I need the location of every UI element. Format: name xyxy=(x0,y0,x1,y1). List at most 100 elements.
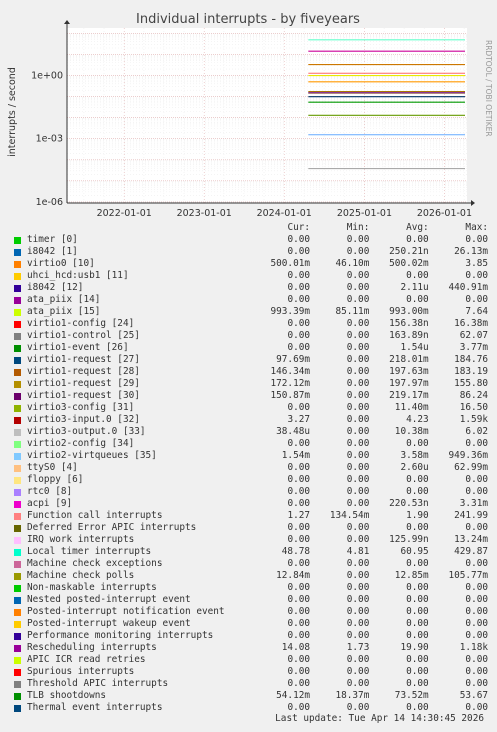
legend-cur-value: 0.00 xyxy=(287,474,311,485)
legend-series-name: Function call interrupts xyxy=(27,510,163,521)
legend-series-name: virtio1-request [27] xyxy=(27,354,140,365)
legend-swatch xyxy=(14,380,21,388)
legend-row: acpi [9] 0.00 0.00 220.53n 3.31m xyxy=(12,498,488,510)
legend-min-value: 0.00 xyxy=(346,402,370,413)
legend-series-name: i8042 [1] xyxy=(27,246,78,257)
y-tick-label: 1e+00 xyxy=(31,70,63,81)
legend-series-name: virtio1-request [28] xyxy=(27,366,140,377)
legend-swatch xyxy=(14,704,21,712)
legend-min-value: 0.00 xyxy=(346,462,370,473)
legend-series-name: virtio0 [10] xyxy=(27,258,95,269)
legend-cur-value: 146.34m xyxy=(270,366,311,377)
legend-swatch xyxy=(14,560,21,568)
legend-row: Posted-interrupt wakeup event 0.00 0.00 0.0… xyxy=(12,618,488,630)
legend-avg-value: 2.11u xyxy=(400,282,429,293)
legend-cur-value: 0.00 xyxy=(287,678,311,689)
legend-swatch xyxy=(14,644,21,652)
legend-row: floppy [6] 0.00 0.00 0.00 0.00 xyxy=(12,474,488,486)
legend-row: TLB shootdowns 54.12m 18.37m 73.52m 53.67 xyxy=(12,690,488,702)
y-tick-label: 1e-03 xyxy=(36,134,63,145)
legend-row: ata_piix [15] 993.39m 85.11m 993.00m 7.64 xyxy=(12,306,488,318)
legend-cur-value: 97.69m xyxy=(276,354,311,365)
x-tick-label: 2025-01-01 xyxy=(337,208,392,219)
legend-avg-value: 60.95 xyxy=(400,546,429,557)
legend-min-value: 0.00 xyxy=(346,498,370,509)
legend-swatch xyxy=(14,488,21,496)
legend-swatch xyxy=(14,368,21,376)
legend-row: virtio1-request [29] 172.12m 0.00 197.97m 15… xyxy=(12,378,488,390)
legend-min-value: 85.11m xyxy=(335,306,370,317)
legend-cur-value: 54.12m xyxy=(276,690,311,701)
legend-max-value: 184.76 xyxy=(454,354,488,365)
legend-avg-value: 0.00 xyxy=(406,294,429,305)
legend-cur-value: 0.00 xyxy=(287,702,311,713)
legend-cur-value: 0.00 xyxy=(287,270,311,281)
legend-avg-value: 10.38m xyxy=(394,426,429,437)
legend-max-value: 0.00 xyxy=(465,438,488,449)
legend-swatch xyxy=(14,440,21,448)
legend-series-name: timer [0] xyxy=(27,234,78,245)
legend-col-min: Min: xyxy=(346,222,370,233)
legend-cur-value: 0.00 xyxy=(287,606,311,617)
legend-row: Nested posted-interrupt event 0.00 0.00 0.0… xyxy=(12,594,488,606)
legend-min-value: 0.00 xyxy=(346,366,370,377)
legend-cur-value: 0.00 xyxy=(287,282,311,293)
legend-avg-value: 1.90 xyxy=(406,510,429,521)
legend-max-value: 949.36m xyxy=(448,450,488,461)
legend-min-value: 0.00 xyxy=(346,522,370,533)
legend-avg-value: 0.00 xyxy=(406,594,429,605)
legend-cur-value: 150.87m xyxy=(270,390,311,401)
legend-min-value: 1.73 xyxy=(346,642,370,653)
legend-cur-value: 0.00 xyxy=(287,294,311,305)
legend-max-value: 241.99 xyxy=(454,510,488,521)
legend-max-value: 3.77m xyxy=(459,342,488,353)
legend-max-value: 1.59k xyxy=(459,414,488,425)
legend-swatch xyxy=(14,608,21,616)
legend-avg-value: 156.38n xyxy=(389,318,429,329)
legend-avg-value: 0.00 xyxy=(406,582,429,593)
legend-header: Cur: Min: Avg: Max: xyxy=(12,222,488,234)
legend-avg-value: 0.00 xyxy=(406,618,429,629)
legend-swatch xyxy=(14,596,21,604)
legend-swatch xyxy=(14,452,21,460)
legend-min-value: 0.00 xyxy=(346,378,370,389)
legend-series-name: Nested posted-interrupt event xyxy=(27,594,191,605)
legend-avg-value: 12.85m xyxy=(394,570,429,581)
legend-series-name: ata_piix [14] xyxy=(27,294,101,305)
legend-min-value: 0.00 xyxy=(346,558,370,569)
legend-swatch xyxy=(14,404,21,412)
chart-title: Individual interrupts - by fiveyears xyxy=(136,12,360,27)
legend-row: virtio3-output.0 [33] 38.48u 0.00 10.38m 6.0… xyxy=(12,426,488,438)
legend-swatch xyxy=(14,296,21,304)
legend-row: Rescheduling interrupts 14.08 1.73 19.90 1.1… xyxy=(12,642,488,654)
legend-min-value: 0.00 xyxy=(346,474,370,485)
legend-cur-value: 0.00 xyxy=(287,654,311,665)
legend-col-avg: Avg: xyxy=(406,222,429,233)
legend-min-value: 0.00 xyxy=(346,426,370,437)
legend-min-value: 0.00 xyxy=(346,618,370,629)
legend-max-value: 0.00 xyxy=(465,666,488,677)
legend-swatch xyxy=(14,476,21,484)
legend-cur-value: 48.78 xyxy=(281,546,311,557)
legend-min-value: 0.00 xyxy=(346,702,370,713)
legend-series-name: Machine check polls xyxy=(27,570,135,581)
legend-cur-value: 14.08 xyxy=(281,642,311,653)
legend-cur-value: 0.00 xyxy=(287,486,311,497)
legend-series-name: Posted-interrupt wakeup event xyxy=(27,618,191,629)
legend-series-name: Threshold APIC interrupts xyxy=(27,678,169,689)
legend-avg-value: 197.63m xyxy=(389,366,429,377)
legend-min-value: 46.10m xyxy=(335,258,370,269)
legend-avg-value: 0.00 xyxy=(406,270,429,281)
legend-swatch xyxy=(14,656,21,664)
legend-cur-value: 993.39m xyxy=(270,306,311,317)
legend-series-name: ata_piix [15] xyxy=(27,306,101,317)
legend-avg-value: 0.00 xyxy=(406,522,429,533)
legend-min-value: 0.00 xyxy=(346,450,370,461)
legend-min-value: 0.00 xyxy=(346,534,370,545)
legend-min-value: 4.81 xyxy=(346,546,370,557)
legend-series-name: acpi [9] xyxy=(27,498,73,509)
legend-avg-value: 0.00 xyxy=(406,702,429,713)
legend-series-name: floppy [6] xyxy=(27,474,84,485)
legend-series-name: virtio2-config [34] xyxy=(27,438,135,449)
legend-swatch xyxy=(14,536,21,544)
